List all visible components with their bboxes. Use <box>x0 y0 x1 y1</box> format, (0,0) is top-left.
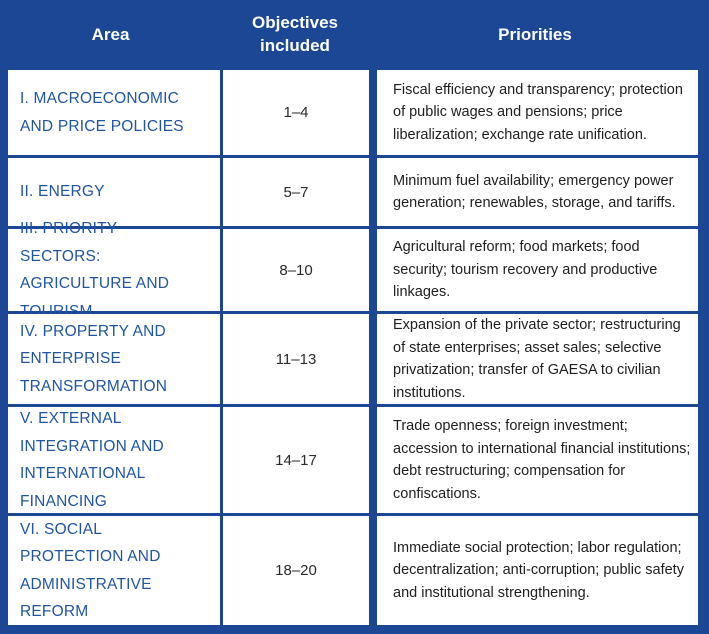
row-5-objectives: 14–17 <box>223 407 369 513</box>
row-4-area: IV. PROPERTY AND ENTERPRISE TRANSFORMATI… <box>8 314 220 404</box>
row-3-objectives: 8–10 <box>223 229 369 311</box>
row-1-objectives: 1–4 <box>223 70 369 155</box>
header-area: Area <box>91 24 130 44</box>
row-5-priorities: Trade openness; foreign investment; acce… <box>377 407 698 513</box>
row-3-area: III. PRIORITY SECTORS: AGRICULTURE AND T… <box>8 220 220 320</box>
header-objectives: Objectives included <box>252 13 338 55</box>
header-priorities: Priorities <box>498 24 572 44</box>
row-4-priorities: Expansion of the private sector; restruc… <box>377 314 698 404</box>
row-2-area: II. ENERGY <box>8 158 220 226</box>
row-4-objectives: 11–13 <box>223 314 369 404</box>
row-1-priorities: Fiscal efficiency and transparency; prot… <box>377 70 698 155</box>
row-2-objectives: 5–7 <box>223 158 369 226</box>
row-6-area: VI. SOCIAL PROTECTION AND ADMINISTRATIVE… <box>8 516 220 625</box>
row-5-area: V. EXTERNAL INTEGRATION AND INTERNATIONA… <box>8 407 220 513</box>
row-2-priorities: Minimum fuel availability; emergency pow… <box>377 158 698 226</box>
row-6-priorities: Immediate social protection; labor regul… <box>377 516 698 625</box>
row-6-objectives: 18–20 <box>223 516 369 625</box>
row-1-area: I. MACROECONOMIC AND PRICE POLICIES <box>8 70 220 155</box>
row-3-priorities: Agricultural reform; food markets; food … <box>377 229 698 311</box>
